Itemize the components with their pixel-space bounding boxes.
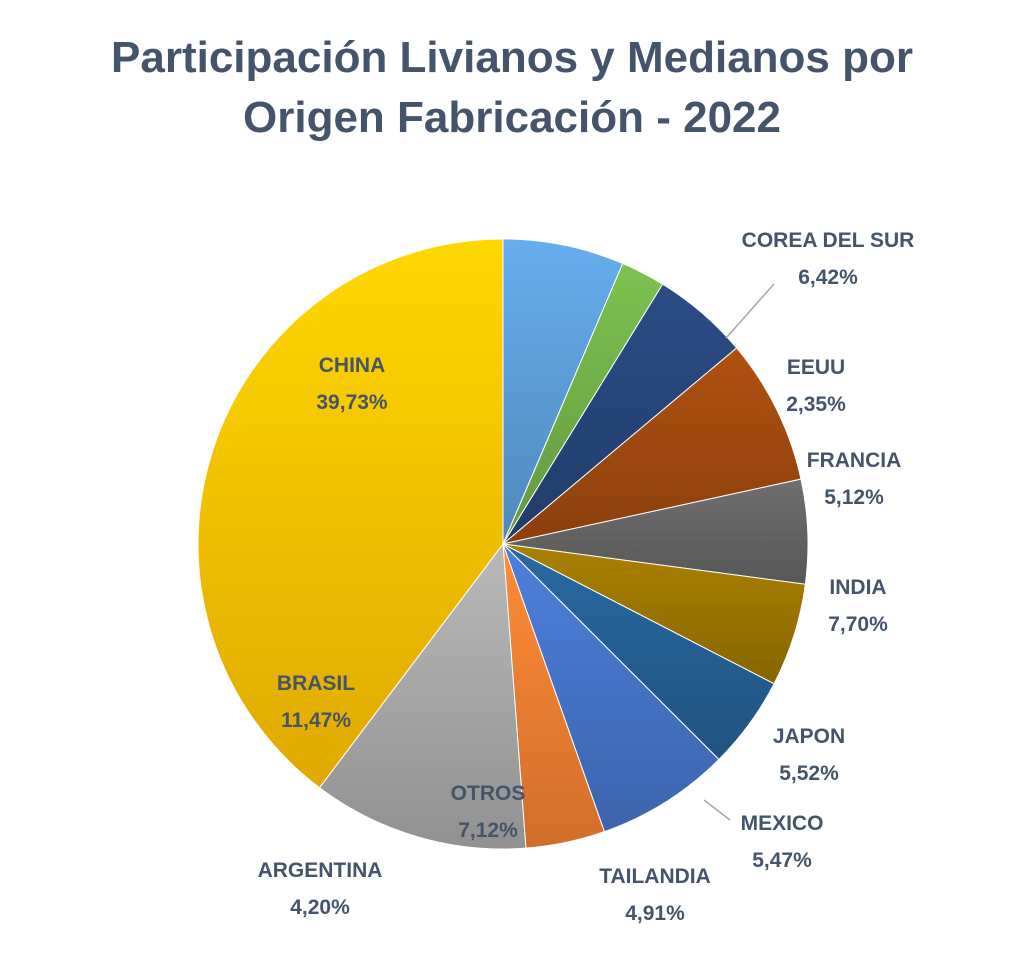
leader-line-corea-del-sur <box>725 283 775 339</box>
data-label-mexico: MEXICO 5,47% <box>741 812 824 872</box>
pie-slice-china <box>197 238 504 789</box>
data-label-value: 5,52% <box>779 762 839 785</box>
data-labels-group: COREA DEL SUR 6,42% EEUU 2,35% FRANCIA 5,12% I… <box>258 229 915 925</box>
data-label-corea-del-sur: COREA DEL SUR 6,42% <box>742 229 915 289</box>
data-label-value: 6,42% <box>798 266 858 289</box>
data-label-category: INDIA <box>829 576 886 599</box>
data-label-category: JAPON <box>773 725 845 748</box>
data-label-value: 2,35% <box>786 393 846 416</box>
data-label-argentina: ARGENTINA 4,20% <box>258 859 383 919</box>
data-label-value: 7,12% <box>458 819 518 842</box>
data-label-category: TAILANDIA <box>599 865 711 888</box>
data-label-value: 5,47% <box>752 849 812 872</box>
chart-title-line-1: Participación Livianos y Medianos por <box>111 33 913 82</box>
data-label-brasil: BRASIL 11,47% <box>277 672 355 732</box>
data-label-value: 11,47% <box>281 709 351 732</box>
data-label-category: BRASIL <box>277 672 355 695</box>
pie-slice-corea-del-sur <box>502 238 624 545</box>
data-label-otros: OTROS 7,12% <box>451 782 526 842</box>
data-label-china: CHINA 39,73% <box>316 354 388 414</box>
data-label-value: 5,12% <box>824 486 884 509</box>
data-label-category: FRANCIA <box>807 449 902 472</box>
leader-lines-group <box>703 283 775 821</box>
data-label-category: COREA DEL SUR <box>742 229 915 252</box>
pie-slice-otros <box>502 543 720 833</box>
slices-group <box>197 238 809 850</box>
data-label-value: 4,20% <box>290 896 350 919</box>
pie-slice-brasil <box>318 542 527 850</box>
data-label-eeuu: EEUU 2,35% <box>786 356 846 416</box>
data-label-value: 4,91% <box>625 902 685 925</box>
data-label-value: 39,73% <box>316 391 388 414</box>
chart-title-line-2: Origen Fabricación - 2022 <box>243 93 781 142</box>
data-label-value: 7,70% <box>828 613 888 636</box>
data-label-category: OTROS <box>451 782 526 805</box>
chart-title: Participación Livianos y Medianos por Or… <box>0 28 1024 148</box>
data-label-francia: FRANCIA 5,12% <box>807 449 902 509</box>
data-label-tailandia: TAILANDIA 4,91% <box>599 865 711 925</box>
data-label-japon: JAPON 5,52% <box>773 725 845 785</box>
data-label-category: CHINA <box>319 354 386 377</box>
data-label-india: INDIA 7,70% <box>828 576 888 636</box>
data-label-category: EEUU <box>787 356 845 379</box>
data-label-category: ARGENTINA <box>258 859 383 882</box>
data-label-category: MEXICO <box>741 812 824 835</box>
leader-line-mexico <box>703 799 731 821</box>
